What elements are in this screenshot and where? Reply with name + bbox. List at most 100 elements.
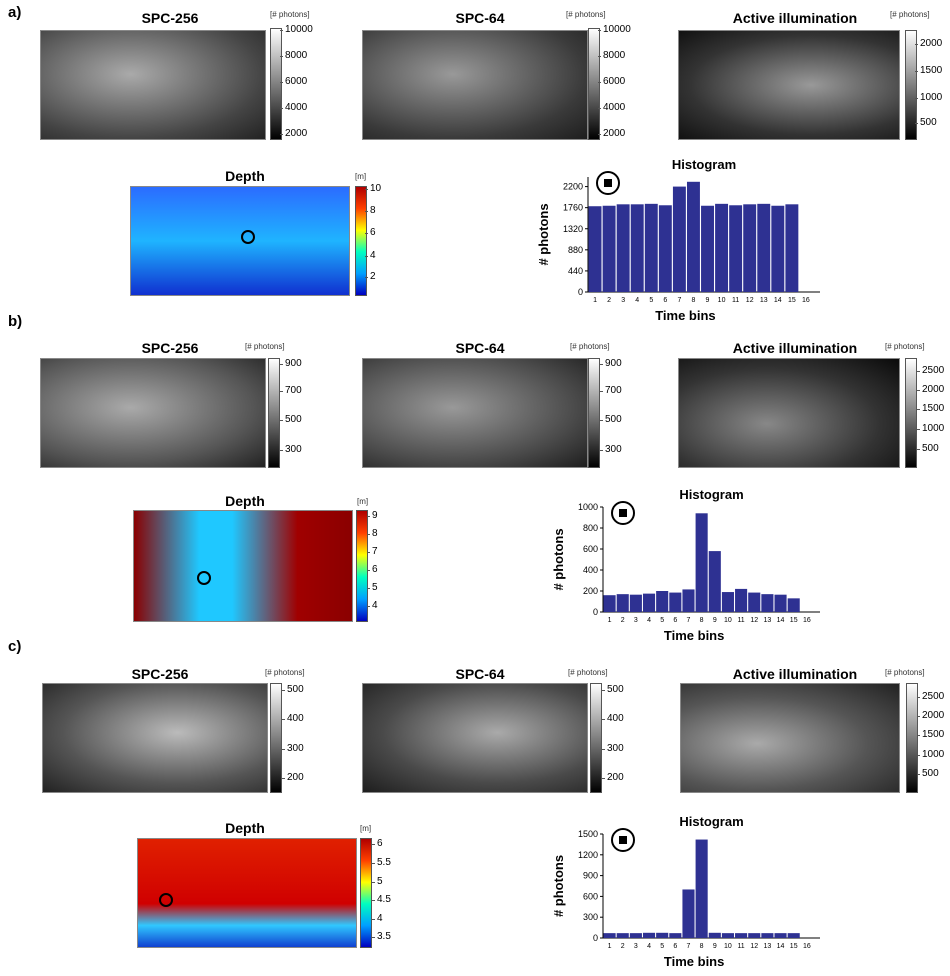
colorbar-tick: 8 <box>365 205 376 216</box>
x-tick-label: 2 <box>607 297 611 304</box>
active-image <box>678 358 900 468</box>
colorbar-tick: 200 <box>282 772 304 783</box>
x-tick-label: 1 <box>608 617 612 624</box>
colorbar-tick: 6 <box>372 838 383 849</box>
x-tick-label: 4 <box>635 297 639 304</box>
pixel-marker-square <box>619 836 627 844</box>
spc256-image <box>40 30 266 140</box>
spc256-unit: [# photons] <box>245 342 285 351</box>
x-tick-label: 2 <box>621 617 625 624</box>
histogram-bar <box>729 205 743 292</box>
y-tick-label: 600 <box>583 891 598 901</box>
histogram-bar <box>686 181 700 292</box>
histogram-bar <box>630 204 644 292</box>
histogram-bar <box>682 589 695 612</box>
spc64-unit: [# photons] <box>566 10 606 19</box>
x-tick-label: 11 <box>737 617 744 624</box>
x-tick-label: 2 <box>621 943 625 950</box>
colorbar-tick: 700 <box>280 385 302 396</box>
selected-pixel-marker <box>159 893 173 907</box>
x-tick-label: 9 <box>713 617 717 624</box>
x-tick-label: 5 <box>660 617 664 624</box>
active-unit: [# photons] <box>890 10 930 19</box>
y-tick-label: 0 <box>593 933 598 943</box>
x-tick-label: 7 <box>687 617 691 624</box>
y-tick-label: 1500 <box>578 829 598 839</box>
histogram-bar <box>708 551 721 612</box>
colorbar-tick: 2500 <box>916 691 945 702</box>
histogram-bar <box>787 933 800 938</box>
spc256-image <box>40 358 266 468</box>
colorbar-tick: 500 <box>600 414 622 425</box>
y-tick-label: 900 <box>583 871 598 881</box>
histogram-bar <box>721 592 734 612</box>
depth-colorbar <box>355 186 367 296</box>
y-tick-label: 1200 <box>578 850 598 860</box>
histogram-bar <box>616 933 629 938</box>
histogram-bar <box>787 598 800 612</box>
histogram-bar <box>616 204 630 292</box>
histogram-bar <box>682 889 695 938</box>
colorbar-tick: 700 <box>600 385 622 396</box>
x-tick-label: 10 <box>718 297 726 304</box>
x-tick-label: 8 <box>700 617 704 624</box>
spc64-colorbar <box>590 683 602 793</box>
x-tick-label: 1 <box>608 943 612 950</box>
colorbar-tick: 6000 <box>597 76 626 87</box>
colorbar-tick: 2000 <box>916 710 945 721</box>
histogram-bar <box>669 592 682 612</box>
depth-image <box>130 186 350 296</box>
spc256-colorbar <box>270 683 282 793</box>
colorbar-tick: 10 <box>364 183 382 194</box>
y-tick-label: 1760 <box>563 203 583 213</box>
selected-pixel-marker <box>197 571 211 585</box>
x-tick-label: 3 <box>634 943 638 950</box>
x-axis-label: Time bins <box>664 954 724 969</box>
y-tick-label: 1320 <box>563 224 583 234</box>
x-tick-label: 7 <box>677 297 681 304</box>
y-tick-label: 440 <box>568 266 583 276</box>
colorbar-tick: 5 <box>372 876 383 887</box>
x-tick-label: 8 <box>700 943 704 950</box>
colorbar-tick: 5 <box>367 582 378 593</box>
panel-label: a) <box>8 4 22 21</box>
active-colorbar <box>905 30 917 140</box>
colorbar-tick: 500 <box>602 684 624 695</box>
spc256-colorbar <box>270 28 282 140</box>
y-tick-label: 880 <box>568 245 583 255</box>
x-tick-label: 5 <box>649 297 653 304</box>
colorbar-tick: 4000 <box>597 102 626 113</box>
active-image <box>678 30 900 140</box>
colorbar-tick: 1000 <box>916 749 945 760</box>
histogram-bar <box>616 594 629 612</box>
depth-colorbar <box>360 838 372 948</box>
histogram-bar <box>715 203 729 292</box>
colorbar-tick: 500 <box>917 443 939 454</box>
histogram-title: Histogram <box>672 157 736 172</box>
histogram-bar <box>629 933 642 938</box>
x-tick-label: 3 <box>621 297 625 304</box>
spc64-title: SPC-64 <box>455 10 505 26</box>
x-tick-label: 9 <box>713 943 717 950</box>
colorbar-tick: 1500 <box>916 403 945 414</box>
histogram-bar <box>774 933 787 938</box>
x-axis-label: Time bins <box>664 628 724 643</box>
histogram-title: Histogram <box>679 487 743 502</box>
colorbar-tick: 200 <box>602 772 624 783</box>
spc64-colorbar <box>588 28 600 140</box>
colorbar-tick: 7 <box>367 546 378 557</box>
active-title: Active illumination <box>732 10 858 26</box>
panel-label: c) <box>8 638 22 655</box>
histogram-bar <box>603 595 616 612</box>
y-axis-label: # photons <box>551 528 566 590</box>
active-colorbar <box>906 683 918 793</box>
depth-title: Depth <box>225 820 265 836</box>
histogram-bar <box>785 204 799 292</box>
histogram-bar <box>743 204 757 292</box>
spc64-unit: [# photons] <box>570 342 610 351</box>
histogram-bar <box>761 933 774 938</box>
colorbar-tick: 8 <box>367 528 378 539</box>
histogram-bar <box>656 591 669 612</box>
histogram-bar <box>761 594 774 612</box>
